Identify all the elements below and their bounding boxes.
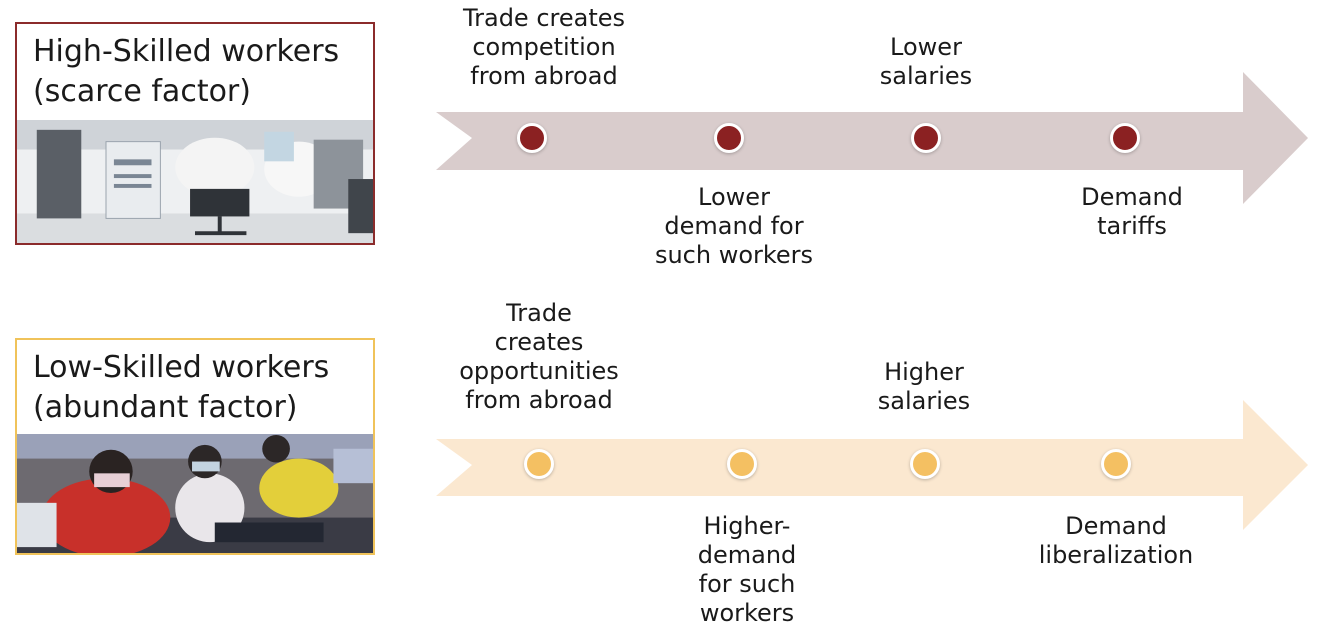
- low-step-1-label: Trade creates opportunities from abroad: [459, 299, 619, 414]
- high-step-2-label: Lower demand for such workers: [654, 183, 814, 269]
- high-step-3-label: Lower salaries: [879, 33, 973, 90]
- high-step-4-dot: [1110, 123, 1140, 153]
- low-step-3-dot: [910, 449, 940, 479]
- low-step-4-label: Demand liberalization: [1038, 512, 1194, 569]
- low-step-4-dot: [1101, 449, 1131, 479]
- low-arrow-shape: [436, 400, 1308, 530]
- high-step-1-dot: [517, 123, 547, 153]
- high-step-3-dot: [911, 123, 941, 153]
- lab-workers-photo: [17, 120, 373, 243]
- low-skilled-arrow: [436, 400, 1308, 530]
- low-step-2-dot: [727, 449, 757, 479]
- low-step-3-label: Higher salaries: [877, 358, 971, 415]
- high-skilled-title: High-Skilled workers (scarce factor): [33, 34, 340, 109]
- garment-factory-photo: [17, 434, 373, 553]
- low-skilled-title: Low-Skilled workers (abundant factor): [33, 350, 330, 425]
- high-skilled-arrow: [436, 72, 1308, 204]
- low-step-2-label: Higher- demand for such workers: [697, 512, 797, 627]
- high-step-4-label: Demand tariffs: [1081, 183, 1183, 240]
- high-skilled-panel: High-Skilled workers (scarce factor): [15, 22, 375, 245]
- high-step-1-label: Trade creates competition from abroad: [462, 4, 626, 90]
- high-arrow-shape: [436, 72, 1308, 204]
- low-step-1-dot: [524, 449, 554, 479]
- low-skilled-panel: Low-Skilled workers (abundant factor): [15, 338, 375, 555]
- high-step-2-dot: [714, 123, 744, 153]
